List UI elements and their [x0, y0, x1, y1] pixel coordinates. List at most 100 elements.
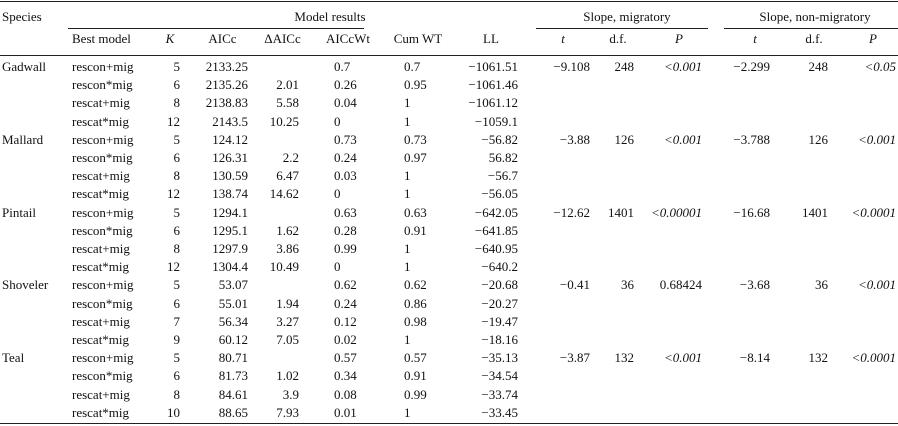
cumwt-cell: 0.95 — [404, 77, 427, 93]
k-cell: 8 — [173, 168, 181, 184]
best-model-header: Best model — [72, 31, 131, 46]
table-row: Pintail rescon+mig 5 1294.1 0.63 0.63 −642.05 −… — [0, 204, 898, 222]
ll-cell: −640.2 — [481, 259, 518, 275]
slope-migratory-header: Slope, migratory — [583, 9, 671, 24]
table-row: rescon*mig 6 126.31 2.2 0.24 0.97 56.82 — [0, 149, 898, 167]
species-cell: Teal — [2, 350, 25, 366]
k-cell: 5 — [173, 204, 181, 220]
ll-cell: −642.05 — [474, 204, 518, 220]
best-model-cell: rescon+mig — [72, 350, 134, 366]
p-nonmigratory-cell: <0.001 — [857, 131, 896, 147]
aicc-cell: 2138.83 — [205, 95, 248, 111]
delta-aicc-cell: 10.49 — [269, 259, 299, 275]
ll-cell: −56.7 — [487, 168, 518, 184]
aicc-cell: 55.01 — [218, 295, 248, 311]
p-migratory-cell: <0.001 — [663, 350, 702, 366]
df-migratory-cell: 132 — [614, 350, 635, 366]
best-model-cell: rescat*mig — [72, 404, 130, 420]
aiccwt-cell: 0.24 — [334, 295, 357, 311]
cumwt-cell: 0.91 — [404, 222, 427, 238]
table-row: rescon*mig 6 81.73 1.02 0.34 0.91 −34.54 — [0, 367, 898, 385]
species-cell: Gadwall — [2, 59, 47, 74]
delta-aicc-cell: 10.25 — [269, 113, 299, 129]
aicc-cell: 1297.9 — [212, 241, 248, 256]
aiccwt-cell: 0.99 — [334, 241, 357, 256]
table-row: rescon*mig 6 1295.1 1.62 0.28 0.91 −641.85 — [0, 222, 898, 240]
model-results-rule — [68, 28, 364, 29]
ll-cell: 56.82 — [488, 150, 518, 165]
ll-cell: −640.95 — [474, 241, 518, 256]
cumwt-cell: 1 — [404, 113, 411, 129]
cumwt-cell: 0.73 — [404, 131, 427, 147]
p-migratory-cell: <0.00001 — [650, 204, 702, 220]
t-nonmigratory-cell: −3.68 — [739, 277, 770, 293]
k-cell: 10 — [167, 404, 180, 420]
aicc-cell: 126.31 — [212, 150, 248, 165]
ll-cell: −18.16 — [481, 332, 518, 347]
df-migratory-cell: 1401 — [608, 204, 634, 220]
aicc-cell: 53.07 — [218, 277, 248, 293]
table-row: rescat+mig 8 130.59 6.47 0.03 1 −56.7 — [0, 167, 898, 185]
df-migratory-header: d.f. — [609, 31, 627, 46]
p-nonmigratory-cell: <0.0001 — [851, 204, 896, 220]
k-cell: 12 — [167, 186, 180, 202]
table-row: rescat+mig 8 84.61 3.9 0.08 0.99 −33.74 — [0, 386, 898, 404]
k-cell: 5 — [173, 277, 181, 293]
df-nonmigratory-cell: 248 — [808, 59, 829, 74]
k-cell: 6 — [173, 295, 181, 311]
ll-cell: −19.47 — [481, 313, 518, 329]
k-cell: 5 — [173, 131, 181, 147]
delta-aicc-cell: 1.62 — [276, 222, 299, 238]
cumwt-cell: 0.62 — [404, 277, 427, 293]
cumwt-cell: 1 — [404, 332, 411, 347]
df-nonmigratory-header: d.f. — [805, 31, 823, 46]
aicc-cell: 1304.4 — [212, 259, 248, 275]
aiccwt-cell: 0.01 — [334, 404, 357, 420]
best-model-cell: rescat+mig — [72, 386, 130, 402]
t-nonmigratory-cell: −3.788 — [733, 131, 770, 147]
cumwt-cell: 0.97 — [404, 150, 427, 165]
t-nonmigratory-cell: −8.14 — [739, 350, 770, 366]
best-model-cell: rescon+mig — [72, 204, 134, 220]
species-header: Species — [2, 9, 42, 24]
delta-aicc-cell: 6.47 — [276, 168, 299, 184]
best-model-cell: rescon*mig — [72, 222, 133, 238]
cumwt-cell: 0.57 — [404, 350, 427, 366]
best-model-cell: rescat+mig — [72, 313, 130, 329]
aiccwt-cell: 0 — [334, 186, 341, 202]
best-model-cell: rescat+mig — [72, 168, 130, 184]
t-migratory-cell: −9.108 — [553, 59, 590, 74]
top-rule — [0, 1, 898, 2]
ll-cell: −34.54 — [481, 368, 518, 384]
p-nonmigratory-cell: <0.001 — [857, 277, 896, 293]
cumwt-cell: 1 — [404, 259, 411, 275]
aiccwt-cell: 0 — [334, 259, 341, 275]
t-nonmigratory-header: t — [753, 31, 757, 46]
cumwt-cell: 1 — [404, 241, 411, 256]
species-cell: Pintail — [2, 204, 36, 220]
best-model-cell: rescat*mig — [72, 186, 130, 202]
aicc-cell: 138.74 — [212, 186, 248, 202]
aicc-cell: 60.12 — [218, 332, 248, 347]
p-migratory-cell: 0.68424 — [659, 277, 702, 293]
k-cell: 12 — [167, 113, 180, 129]
slope-nonmigratory-rule — [724, 28, 898, 29]
aicc-cell: 56.34 — [218, 313, 248, 329]
delta-aicc-header: ΔAICc — [264, 31, 301, 46]
df-migratory-cell: 36 — [621, 277, 634, 293]
k-cell: 6 — [173, 77, 181, 93]
cumwt-cell: 0.91 — [404, 368, 427, 384]
ll-cell: −33.45 — [481, 404, 518, 420]
aiccwt-cell: 0.62 — [334, 277, 357, 293]
table-row: rescat+mig 7 56.34 3.27 0.12 0.98 −19.47 — [0, 313, 898, 331]
cumwt-cell: 1 — [404, 186, 411, 202]
aicc-header: AICc — [208, 31, 237, 46]
best-model-cell: rescon*mig — [72, 77, 133, 93]
aicc-cell: 88.65 — [218, 404, 248, 420]
p-nonmigratory-header: P — [869, 31, 877, 46]
cumwt-cell: 0.99 — [404, 386, 427, 402]
ll-cell: −1061.51 — [468, 59, 518, 74]
k-cell: 9 — [173, 332, 181, 347]
aicc-cell: 80.71 — [218, 350, 248, 366]
